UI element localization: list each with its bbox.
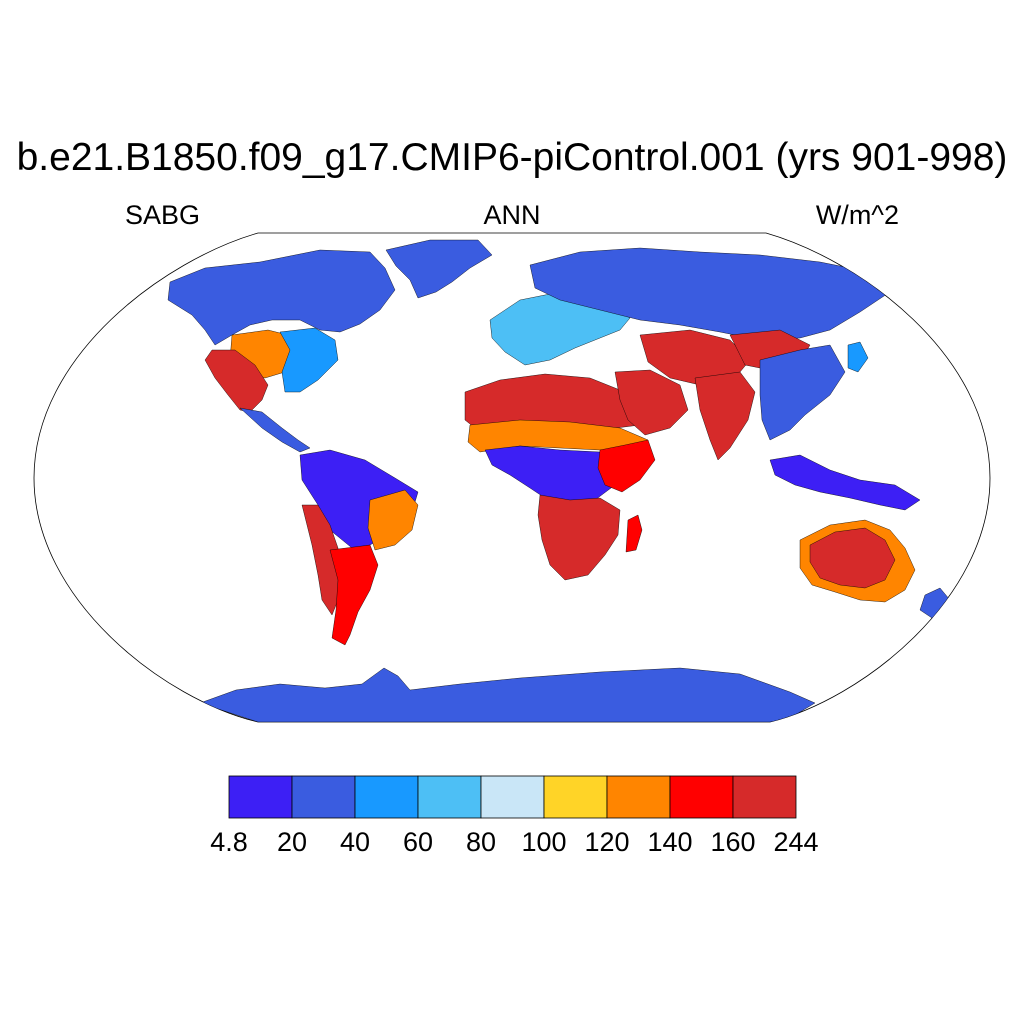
region-arabian-peninsula	[614, 369, 689, 436]
colorbar-tick-label: 140	[647, 827, 693, 857]
colorbar-tick-label: 100	[521, 827, 567, 857]
region-patagonia-pampas	[329, 544, 379, 646]
variable-label: SABG	[125, 200, 201, 230]
colorbar-tick-label: 20	[276, 827, 308, 857]
colorbar-tick-label: 160	[710, 827, 756, 857]
region-southeast-asia	[759, 344, 846, 441]
region-greenland	[385, 239, 493, 299]
colorbar-tick-label: 120	[584, 827, 630, 857]
region-southern-africa-kalahari	[537, 494, 621, 581]
region-australia-interior	[809, 527, 896, 589]
season-label: ANN	[483, 200, 541, 230]
colorbar-tick-label: 4.8	[210, 827, 248, 857]
region-maritime-continent	[769, 454, 921, 511]
region-siberia	[529, 247, 891, 341]
land-layer	[167, 239, 951, 722]
units-label: W/m^2	[815, 200, 899, 230]
region-central-america	[239, 407, 311, 453]
colorbar-tick-label: 244	[773, 827, 819, 857]
region-east-africa	[597, 439, 656, 493]
region-brazilian-highlands	[367, 489, 419, 551]
region-north-america-arctic-canada	[167, 249, 396, 346]
region-eastern-us	[279, 327, 339, 393]
region-india	[694, 371, 756, 461]
region-madagascar	[625, 514, 643, 553]
colorbar-tick-label: 40	[339, 827, 371, 857]
region-japan	[847, 341, 869, 373]
colorbar-tick-label: 60	[402, 827, 434, 857]
colorbar-tick-label: 80	[465, 827, 497, 857]
plot-title: b.e21.B1850.f09_g17.CMIP6-piControl.001 …	[16, 136, 1008, 179]
